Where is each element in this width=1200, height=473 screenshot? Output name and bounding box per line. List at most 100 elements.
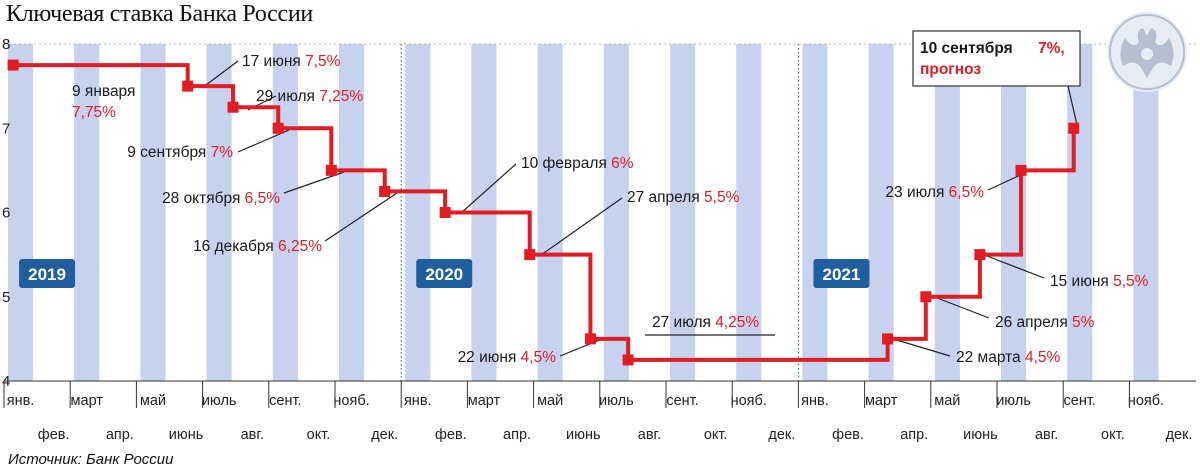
rate-label-value: 6%: [611, 155, 634, 172]
x-tick-label: окт.: [307, 427, 331, 443]
rate-label-value: 7%,: [1038, 40, 1065, 57]
rate-label-value: 4,5%: [521, 349, 557, 366]
rate-marker: [325, 164, 337, 176]
rate-label: 27 июля 4,25%: [652, 314, 759, 331]
rate-label-value: 5%: [1072, 314, 1095, 331]
x-tick-label: сент.: [666, 393, 698, 409]
rate-markers: [7, 59, 1080, 366]
month-band: [537, 44, 563, 381]
month-band: [8, 44, 34, 381]
x-tick-label: сент.: [269, 393, 301, 409]
leader-line: [986, 255, 1045, 279]
rate-marker: [272, 122, 284, 134]
x-tick-label: апр.: [106, 427, 134, 443]
x-tick-label: июнь: [566, 427, 601, 443]
x-tick-label: нояб.: [731, 393, 767, 409]
rate-label: 10 февраля 6%: [521, 155, 634, 172]
year-label: 2019: [28, 265, 66, 284]
month-band: [802, 44, 828, 381]
rate-label-value: 6,25%: [278, 238, 322, 255]
x-tick-label: янв.: [801, 393, 829, 409]
leader-line: [324, 192, 398, 242]
rate-marker: [882, 333, 894, 345]
y-tick-label: 7: [2, 120, 10, 137]
rate-label: 28 октября 6,5%: [162, 190, 280, 207]
month-band: [934, 44, 960, 381]
y-tick-label: 8: [2, 36, 10, 53]
rate-marker: [920, 291, 932, 303]
rate-marker: [622, 354, 634, 366]
year-label: 2020: [425, 265, 463, 284]
leader-line: [931, 295, 990, 319]
rate-marker: [1015, 164, 1027, 176]
leader-line: [1067, 85, 1079, 130]
x-tick-label: авг.: [638, 427, 661, 443]
rate-marker: [439, 207, 451, 218]
rate-label-value: 7,5%: [305, 53, 341, 70]
month-band: [1133, 44, 1159, 381]
month-band: [206, 44, 232, 381]
rate-marker: [524, 249, 536, 261]
x-axis: янв. фев. март апр. май июнь июль авг. сент. окт.…: [3, 381, 1193, 443]
x-tick-label: июнь: [963, 427, 998, 443]
rate-label: 23 июля 6,5%: [885, 184, 984, 201]
x-tick-label: авг.: [241, 427, 264, 443]
x-tick-label: июль: [202, 393, 237, 409]
bank-emblem: [1107, 12, 1187, 92]
x-tick-label: апр.: [900, 427, 928, 443]
month-band: [670, 44, 696, 381]
rate-marker: [379, 185, 391, 197]
x-tick-label: июнь: [169, 427, 204, 443]
x-tick-label: дек.: [768, 427, 795, 443]
rate-label-value: 6,5%: [949, 184, 985, 201]
x-tick-label: авг.: [1035, 427, 1058, 443]
x-tick-label: март: [468, 393, 501, 409]
x-tick-label: фев.: [38, 427, 70, 443]
x-tick-label: дек.: [1166, 427, 1193, 443]
year-badges: 2019 2020 2021: [19, 259, 870, 288]
year-label: 2021: [823, 265, 861, 284]
month-band: [603, 44, 629, 381]
rate-label: 9 сентября 7%: [127, 144, 233, 161]
year-badge: [416, 259, 473, 288]
x-tick-label: янв.: [7, 393, 35, 409]
rate-marker: [7, 59, 19, 71]
y-tick-label: 6: [2, 205, 10, 222]
rate-label-value: 6,5%: [245, 190, 281, 207]
rate-marker: [1068, 122, 1080, 134]
rate-marker: [584, 333, 596, 345]
rate-label: 22 марта 4,5%: [956, 349, 1061, 366]
leader-line: [540, 197, 623, 256]
rate-label: 16 декабря 6,25%: [193, 238, 322, 255]
x-tick-label: окт.: [1101, 427, 1125, 443]
x-tick-label: июль: [599, 393, 634, 409]
emblem-ring: [1109, 14, 1185, 90]
leader-line: [460, 163, 517, 214]
x-tick-label: фев.: [435, 427, 467, 443]
x-tick-label: янв.: [404, 393, 432, 409]
rate-label: 26 апреля 5%: [995, 314, 1095, 331]
x-tick-label: май: [140, 393, 166, 409]
rate-marker: [974, 249, 986, 261]
x-tick-label: нояб.: [333, 393, 369, 409]
rate-label-value: 4,5%: [1025, 349, 1061, 366]
leader-line: [889, 337, 951, 357]
source-note: Источник: Банк России: [8, 451, 174, 468]
rate-label-value: 5,5%: [704, 189, 740, 206]
rate-label-value: 4,25%: [715, 314, 759, 331]
y-tick-label: 5: [2, 289, 10, 306]
month-band: [868, 44, 894, 381]
rate-label: 17 июня 7,5%: [242, 53, 341, 70]
month-band: [140, 44, 166, 381]
rate-marker: [227, 101, 239, 113]
x-tick-label: март: [71, 393, 104, 409]
leader-line: [201, 60, 239, 89]
rate-label-value: 7,75%: [72, 104, 116, 121]
emblem-shield: [1141, 48, 1153, 60]
x-tick-label: нояб.: [1128, 393, 1164, 409]
rate-label-value: 7,25%: [319, 88, 363, 105]
rate-label: 29 июля 7,25%: [256, 88, 363, 105]
month-band: [405, 44, 431, 381]
x-tick-label: сент.: [1064, 393, 1096, 409]
